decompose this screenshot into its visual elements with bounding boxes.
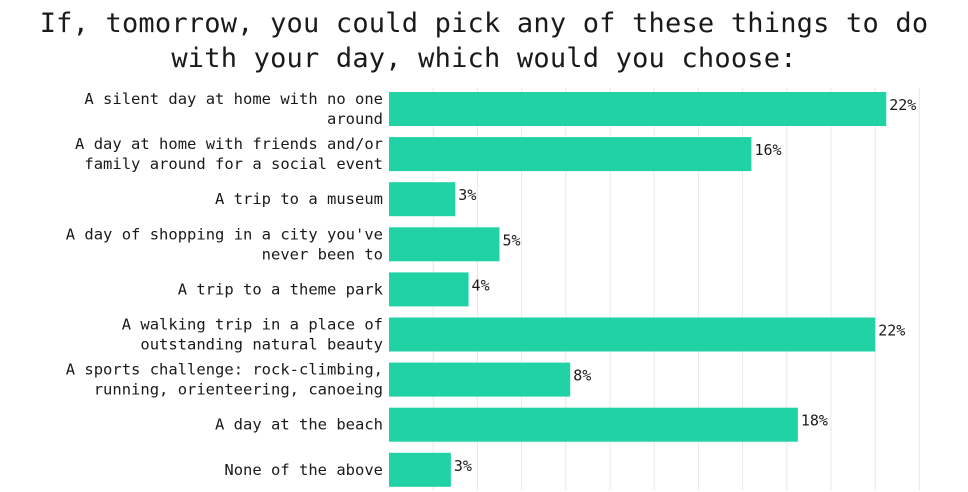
value-label: 16% (754, 141, 781, 159)
bar (389, 137, 752, 172)
category-label: A walking trip in a place of (122, 316, 383, 334)
category-label: None of the above (224, 461, 383, 479)
bars (389, 92, 887, 487)
category-label: running, orienteering, canoeing (94, 381, 383, 399)
category-label: A silent day at home with no one (84, 90, 383, 108)
category-labels: A silent day at home with no one around A … (66, 90, 384, 479)
category-label: A day of shopping in a city you've (66, 225, 383, 243)
category-label: A day at the beach (215, 416, 383, 434)
value-label: 3% (458, 186, 476, 204)
category-label: A trip to a museum (215, 190, 383, 208)
category-label: family around for a social event (84, 155, 383, 173)
bar (389, 452, 451, 487)
value-label: 22% (889, 96, 916, 114)
bar (389, 317, 876, 352)
value-labels: 22% 16% 3% 5% 4% 22% 8% 18% 3% (454, 96, 916, 475)
bar (389, 362, 571, 397)
category-label: around (327, 110, 383, 128)
bar (389, 272, 469, 307)
value-label: 18% (801, 412, 828, 430)
chart-title: If, tomorrow, you could pick any of thes… (39, 8, 929, 74)
bar (389, 407, 798, 442)
category-label: A sports challenge: rock-climbing, (66, 361, 383, 379)
value-label: 3% (454, 457, 472, 475)
value-label: 4% (472, 276, 490, 294)
category-label: A trip to a theme park (178, 280, 384, 298)
category-label: A day at home with friends and/or (75, 135, 383, 153)
bar (389, 227, 500, 262)
bar (389, 92, 887, 126)
value-label: 5% (503, 231, 521, 249)
category-label: never been to (262, 245, 383, 263)
value-label: 8% (573, 367, 591, 385)
category-label: outstanding natural beauty (140, 336, 383, 354)
bar (389, 182, 456, 217)
value-label: 22% (878, 322, 905, 340)
